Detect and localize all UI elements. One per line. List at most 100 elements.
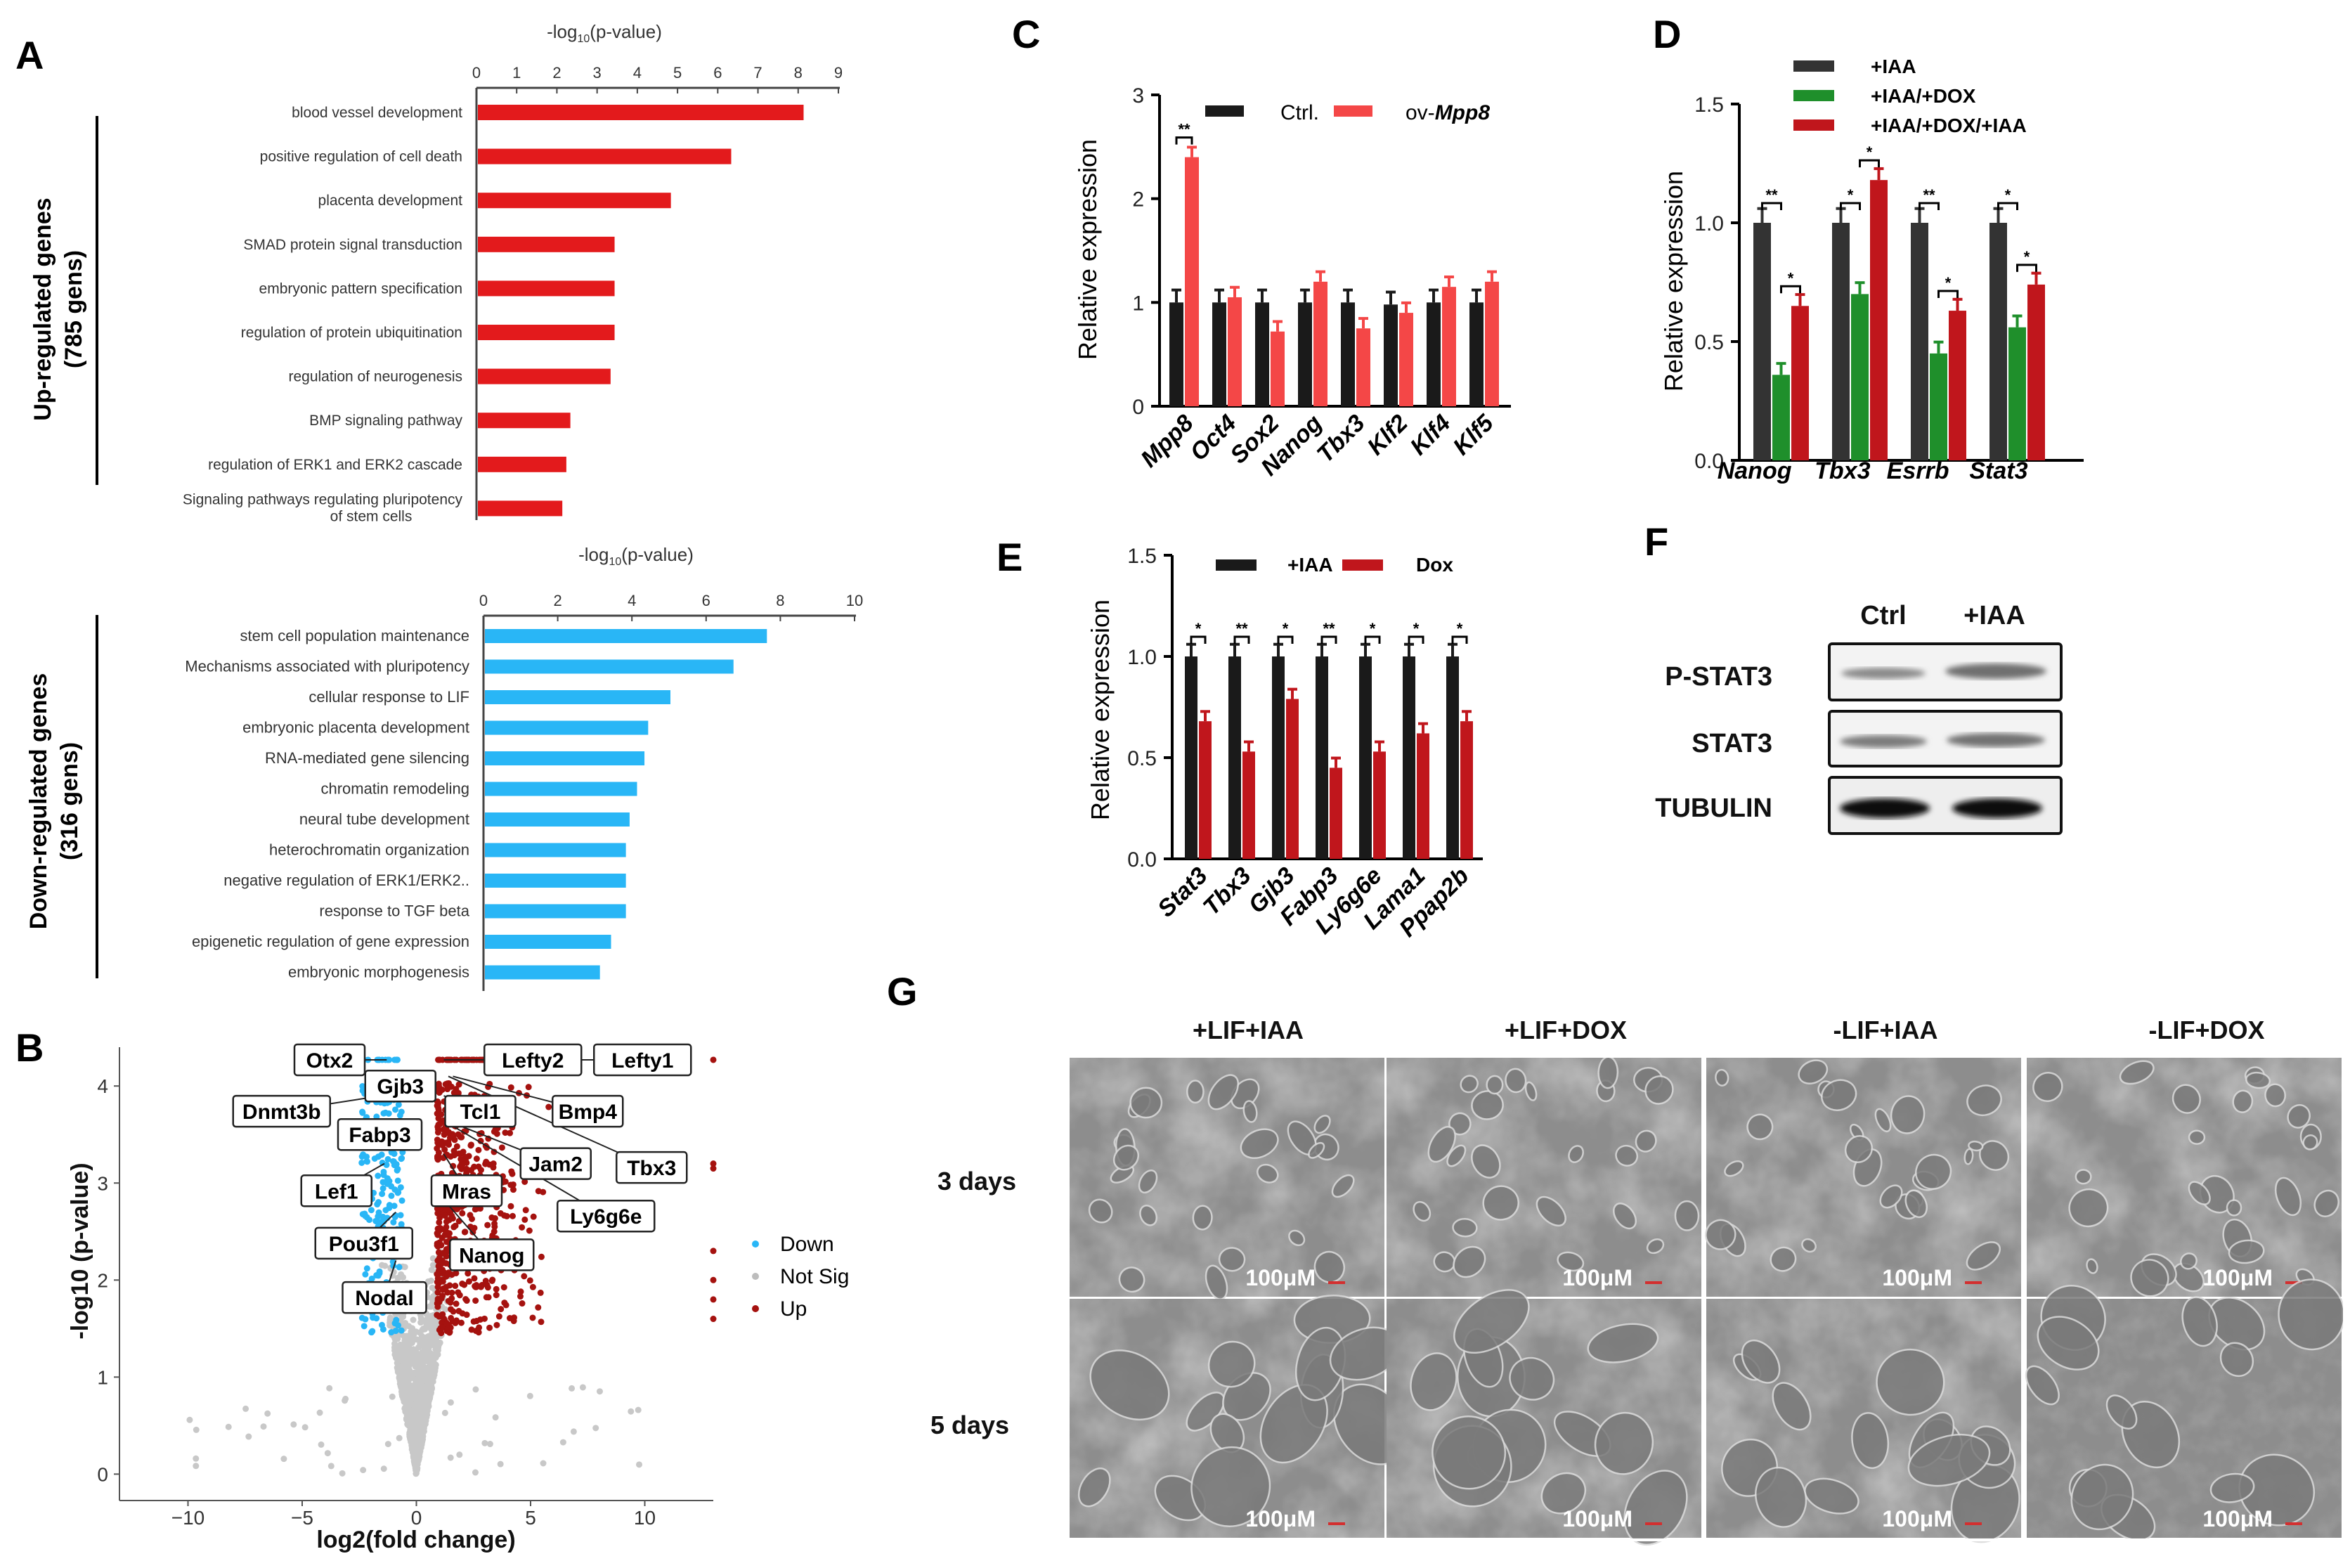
point-up (444, 1289, 451, 1296)
cell-colony (1242, 1100, 1258, 1123)
point-not-sig (387, 1316, 394, 1323)
point-not-sig (427, 1373, 434, 1380)
gene-label-box (449, 1238, 535, 1271)
volcano-x-tick: 10 (634, 1507, 656, 1529)
y-tick-label: 2 (1132, 188, 1144, 212)
point-up (545, 1103, 552, 1110)
point-up (477, 1167, 484, 1174)
point-not-sig (422, 1336, 429, 1343)
point-not-sig (396, 1375, 403, 1382)
cell-colony (1186, 1080, 1205, 1104)
e-ylabel: Relative expression (1086, 600, 1115, 820)
point-up (522, 1207, 529, 1214)
point-not-sig (380, 1465, 387, 1472)
blot-row-stat3: STAT3 (1692, 710, 2063, 767)
point-not-sig (411, 1387, 418, 1394)
gene-label: Nodal (355, 1287, 413, 1310)
point-up (434, 1271, 441, 1278)
cell-colony (1907, 1434, 1991, 1487)
point-down (395, 1322, 402, 1329)
point-not-sig (427, 1325, 434, 1332)
point-up (710, 1248, 717, 1255)
point-not-sig (406, 1375, 413, 1382)
point-not-sig (396, 1434, 403, 1441)
cell-colony (1540, 1472, 1587, 1515)
point-up (434, 1136, 441, 1143)
point-down (362, 1271, 369, 1278)
point-up (434, 1145, 441, 1152)
micrograph-tile: 100μM (1705, 1058, 2021, 1297)
point-down (397, 1212, 404, 1219)
point-down (360, 1151, 367, 1158)
point-up (449, 1215, 456, 1222)
point-up (446, 1230, 453, 1237)
cell-colony (2228, 1239, 2265, 1264)
point-up (493, 1292, 500, 1299)
bar (478, 368, 611, 384)
legend-dot (752, 1240, 759, 1248)
term-label: embryonic morphogenesis (288, 964, 469, 981)
point-up (471, 1163, 478, 1170)
point-up (453, 1143, 460, 1150)
y-tick-label: 1.5 (1694, 93, 1724, 117)
point-up (445, 1297, 452, 1304)
blot-label-stat3: STAT3 (1692, 729, 1772, 758)
point-not-sig (434, 1351, 441, 1358)
point-up (517, 1293, 524, 1300)
point-up (710, 1316, 717, 1323)
volcano-y-tick: 1 (97, 1366, 108, 1388)
legend-dot (752, 1273, 759, 1280)
cell-colony (1557, 1251, 1585, 1272)
point-not-sig (398, 1314, 405, 1321)
cell-colony (1874, 1108, 1892, 1133)
micro-col-3: -LIF+IAA (1833, 1016, 1938, 1044)
point-down (363, 1265, 370, 1272)
point-not-sig (427, 1303, 434, 1310)
point-up (452, 1319, 459, 1326)
significance-mark: ** (1923, 186, 1935, 204)
point-not-sig (410, 1424, 417, 1431)
panel-label-d: D (1653, 12, 1681, 56)
significance-bracket (1780, 285, 1801, 294)
cell-colony (1486, 1075, 1504, 1095)
cell-colony (2274, 1177, 2302, 1217)
x-tick-label: 6 (713, 64, 722, 82)
cell-colony (1118, 1266, 1145, 1293)
significance-mark: ** (1178, 121, 1190, 138)
x-tick-label: Klf4 (1405, 410, 1455, 460)
significance-bracket (1233, 635, 1250, 644)
term-label: embryonic pattern specification (259, 280, 462, 297)
point-not-sig (420, 1342, 427, 1349)
micrograph-grid: +LIF+IAA +LIF+DOX -LIF+IAA -LIF+DOX 3 da… (930, 1016, 2346, 1546)
bar (1989, 223, 2007, 460)
gene-label-box (444, 1094, 517, 1128)
point-down (379, 1213, 387, 1220)
point-not-sig (441, 1409, 448, 1416)
bar (1460, 721, 1473, 859)
significance-mark: * (1195, 620, 1202, 637)
point-up (477, 1137, 484, 1144)
point-not-sig (417, 1382, 424, 1389)
term-label: stem cell population maintenance (240, 627, 469, 644)
cell-colony (1597, 1056, 1619, 1089)
point-down (391, 1151, 398, 1158)
bar (1242, 751, 1255, 859)
term-label: positive regulation of cell death (260, 149, 462, 165)
x-tick-label: 6 (702, 592, 710, 609)
point-up (434, 1210, 441, 1217)
point-up (450, 1162, 457, 1169)
cell-colony (2032, 1072, 2063, 1102)
point-down (384, 1155, 391, 1162)
point-not-sig (280, 1456, 287, 1463)
cell-colony (1471, 1144, 1501, 1179)
point-up (501, 1300, 508, 1307)
term-label: negative regulation of ERK1/ERK2.. (223, 872, 469, 889)
x-tick-label: 0 (479, 592, 488, 609)
cell-colony (1915, 1153, 1952, 1190)
cell-colony (1112, 1144, 1140, 1171)
point-not-sig (422, 1400, 429, 1407)
cell-colony (1851, 1412, 1890, 1470)
point-up (461, 1229, 468, 1236)
cell-colony (1257, 1163, 1279, 1184)
point-up (491, 1148, 498, 1155)
